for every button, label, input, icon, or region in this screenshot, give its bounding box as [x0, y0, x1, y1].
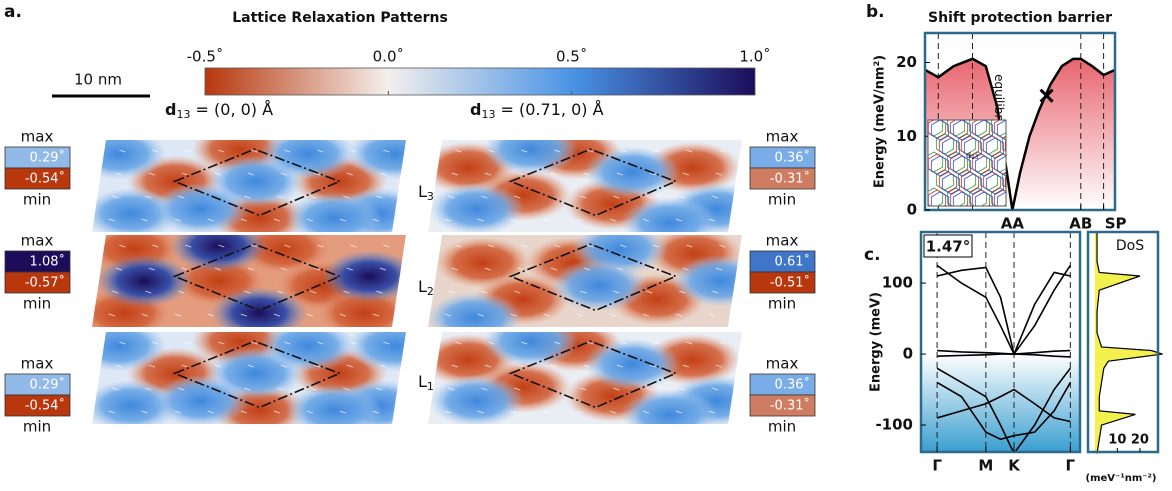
text-part: 1 — [427, 380, 434, 393]
pattern-blob — [584, 146, 680, 198]
text-part: 13 — [481, 108, 495, 121]
y-tick-label: -100 — [875, 416, 913, 434]
x-tick-label: Γ — [932, 457, 942, 475]
text-part: 3 — [427, 190, 434, 203]
y-tick-label: 20 — [896, 53, 917, 71]
relaxation-layer — [420, 315, 765, 441]
value-box-label: 0.61˚ — [775, 254, 810, 270]
min-label: min — [768, 295, 796, 313]
colorbar-tick-label: 0.5˚ — [556, 48, 587, 66]
pattern-blob — [96, 255, 192, 307]
value-box-label: 0.29˚ — [30, 150, 65, 166]
panel-label: a. — [4, 2, 22, 22]
figure: a. Lattice Relaxation Patterns 10 nm -0.… — [0, 0, 1172, 491]
value-box-label: -0.54˚ — [25, 171, 65, 187]
text-part: L — [418, 372, 427, 391]
x-tick-label: Γ — [1066, 457, 1076, 475]
text-part: d — [165, 100, 176, 119]
y-axis-label: Energy (meV) — [869, 292, 884, 392]
y-axis-label: Energy (meV/nm²) — [873, 55, 888, 188]
relaxation-layer — [71, 315, 443, 436]
min-label: min — [23, 418, 51, 436]
y-tick-label: 0 — [907, 201, 917, 219]
panel-label: c. — [864, 245, 881, 265]
relaxation-layer — [71, 123, 443, 244]
pattern-blob — [153, 375, 249, 427]
text-part: 13 — [176, 108, 190, 121]
x-tick-label: 20 — [1131, 433, 1149, 448]
value-box-label: 1.08˚ — [30, 254, 65, 270]
max-label: max — [766, 128, 799, 146]
x-tick-label: M — [978, 457, 993, 475]
y-tick-label: 10 — [896, 127, 917, 145]
colorbar-tick-label: 0.0˚ — [373, 48, 404, 66]
chart-title: DoS — [1116, 238, 1144, 254]
pattern-blob — [584, 338, 680, 390]
annotation: 1.47° — [926, 238, 971, 256]
colorbar-tick-label: -0.5˚ — [187, 48, 224, 66]
colorbar-tick-label: 1.0˚ — [739, 48, 770, 66]
text-part: = (0.71, 0) Å — [495, 100, 603, 119]
y-tick-label: 100 — [882, 274, 913, 292]
text-part: = (0, 0) Å — [190, 100, 273, 119]
text-part: d — [470, 100, 481, 119]
panel-title: Lattice Relaxation Patterns — [232, 10, 448, 26]
min-label: min — [23, 191, 51, 209]
colorbar — [205, 68, 755, 95]
max-label: max — [21, 355, 54, 373]
value-box-label: -0.31˚ — [770, 171, 810, 187]
max-label: max — [21, 128, 54, 146]
text-part: 13 — [971, 154, 979, 161]
max-label: max — [766, 355, 799, 373]
chart-title: Shift protection barrier — [928, 10, 1112, 26]
pattern-blob — [429, 375, 525, 427]
value-box-label: -0.31˚ — [770, 398, 810, 414]
min-label: min — [23, 295, 51, 313]
relaxation-layer — [420, 123, 765, 249]
value-box-label: -0.57˚ — [25, 275, 65, 291]
x-tick-label: AA — [1001, 215, 1025, 233]
pattern-blob — [153, 183, 249, 235]
x-tick-label: K — [1008, 457, 1021, 475]
pattern-blob — [551, 260, 647, 312]
text-part: L — [418, 277, 427, 296]
min-label: min — [768, 418, 796, 436]
max-label: max — [21, 232, 54, 250]
relaxation-layer — [426, 223, 768, 344]
max-label: max — [766, 232, 799, 250]
y-tick-label: 0 — [903, 345, 913, 363]
value-box-label: 0.36˚ — [775, 150, 810, 166]
value-box-label: 0.29˚ — [30, 377, 65, 393]
text-part: L — [418, 182, 427, 201]
x-tick-label: AB — [1069, 215, 1092, 233]
relaxation-layer — [76, 220, 418, 339]
x-tick-label: SP — [1105, 215, 1127, 233]
x-tick-label: 10 — [1108, 433, 1126, 448]
scale-bar-label: 10 nm — [74, 71, 122, 89]
text-part: 2 — [427, 285, 434, 298]
panel-label: b. — [866, 2, 885, 22]
x-axis-label: (meV⁻¹nm⁻²) — [1086, 473, 1157, 484]
value-box-label: -0.51˚ — [770, 275, 810, 291]
value-box-label: -0.54˚ — [25, 398, 65, 414]
pattern-blob — [429, 183, 525, 235]
value-box-label: 0.36˚ — [775, 377, 810, 393]
negative-shade — [921, 354, 1080, 452]
min-label: min — [768, 191, 796, 209]
